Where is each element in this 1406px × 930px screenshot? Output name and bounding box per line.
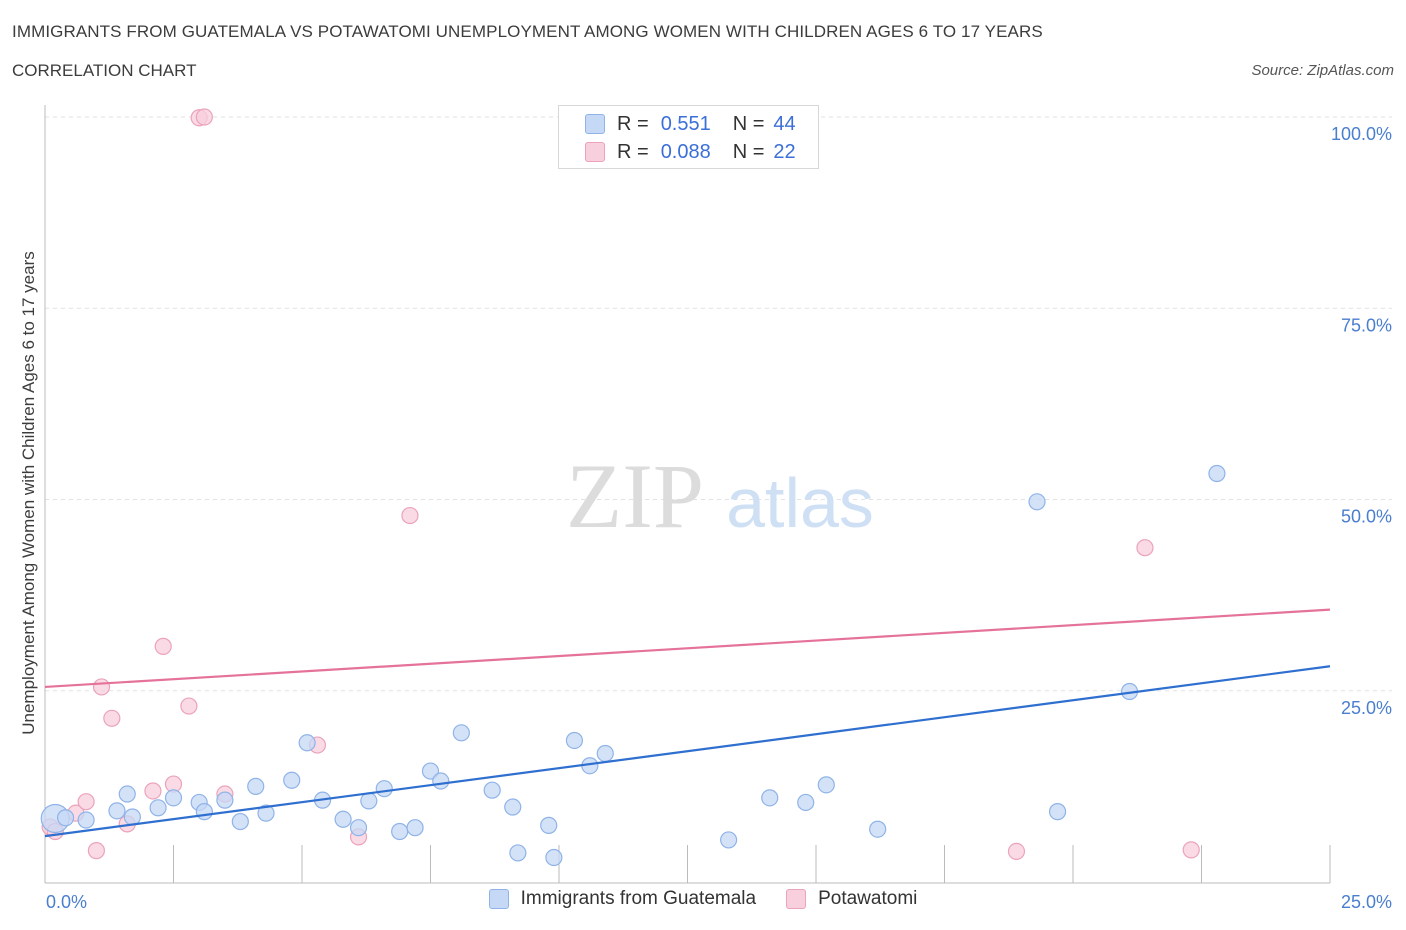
data-point-guatemala — [118, 785, 136, 803]
data-point-guatemala — [231, 812, 249, 831]
data-point-guatemala — [432, 772, 450, 790]
axes — [44, 105, 1331, 884]
data-point-potawatomi — [154, 637, 172, 655]
data-point-guatemala — [149, 799, 167, 817]
data-point-potawatomi — [92, 678, 111, 696]
legend-item-guatemala: Immigrants from Guatemala — [488, 888, 757, 910]
data-point-guatemala — [565, 731, 584, 750]
watermark-atlas: atlas — [726, 464, 874, 542]
legend-swatch-potawatomi — [786, 889, 807, 909]
chart-subtitle: CORRELATION CHART — [12, 61, 197, 80]
data-point-guatemala — [1208, 464, 1226, 483]
legend-r-label: R = — [617, 112, 649, 135]
data-point-potawatomi — [1136, 539, 1154, 557]
data-point-potawatomi — [1182, 841, 1200, 859]
legend-r-label: R = — [617, 140, 649, 163]
tick-labels: 25.0% 50.0% 75.0% 100.0% 0.0% 25.0% — [46, 124, 1392, 912]
legend-swatch-guatemala — [585, 114, 605, 134]
data-point-guatemala — [421, 762, 440, 780]
legend-swatch-potawatomi — [585, 142, 605, 162]
data-point-guatemala — [349, 819, 368, 837]
data-point-guatemala — [257, 804, 275, 822]
data-point-guatemala — [391, 822, 409, 841]
data-point-guatemala — [164, 789, 183, 807]
data-point-potawatomi — [180, 697, 198, 715]
legend-item-potawatomi: Potawatomi — [786, 888, 917, 910]
data-point-potawatomi — [144, 782, 162, 800]
legend-row-potawatomi: R = 0.088 N = 22 — [585, 140, 796, 164]
data-point-guatemala — [452, 724, 470, 742]
data-point-guatemala — [869, 820, 887, 838]
data-point-guatemala — [375, 780, 393, 798]
data-point-guatemala — [77, 811, 95, 829]
y-tick-label: 100.0% — [1331, 124, 1392, 144]
data-point-guatemala — [123, 808, 141, 826]
data-point-guatemala — [283, 771, 301, 789]
legend-n-value: 22 — [773, 140, 796, 163]
data-point-potawatomi — [77, 793, 95, 811]
trend-line-guatemala — [44, 665, 1331, 838]
data-point-guatemala — [56, 809, 75, 827]
data-point-guatemala — [509, 844, 527, 862]
x-tick-label: 0.0% — [46, 892, 87, 912]
legend-n-label: N = — [732, 112, 765, 135]
data-point-potawatomi — [401, 506, 419, 525]
data-point-guatemala — [483, 781, 501, 799]
data-point-guatemala — [545, 848, 563, 867]
x-tick-label: 25.0% — [1341, 892, 1392, 912]
data-point-guatemala — [817, 776, 835, 794]
legend-row-guatemala: R = 0.551 N = 44 — [585, 112, 796, 136]
legend-label-potawatomi: Potawatomi — [818, 888, 918, 909]
data-point-guatemala — [360, 792, 378, 810]
data-point-guatemala — [720, 831, 738, 849]
legend-label-guatemala: Immigrants from Guatemala — [520, 888, 757, 909]
data-point-guatemala — [1048, 803, 1067, 821]
y-tick-label: 75.0% — [1341, 315, 1392, 335]
y-tick-label: 25.0% — [1341, 698, 1392, 718]
trend-line-potawatomi — [44, 608, 1331, 689]
legend-n-value: 44 — [773, 112, 796, 135]
data-point-guatemala — [108, 802, 126, 820]
legend-r-value: 0.551 — [660, 112, 711, 135]
y-axis-title: Unemployment Among Women with Children A… — [19, 251, 38, 735]
data-point-guatemala — [540, 816, 558, 834]
data-point-guatemala — [1028, 493, 1046, 511]
data-point-guatemala — [216, 791, 234, 809]
data-point-guatemala — [797, 793, 815, 812]
data-point-guatemala — [761, 789, 779, 807]
source-label: Source: ZipAtlas.com — [1251, 62, 1394, 79]
data-points — [40, 108, 1226, 867]
data-point-potawatomi — [103, 709, 121, 727]
watermark-zip: ZIP — [566, 445, 704, 547]
chart-title: IMMIGRANTS FROM GUATEMALA VS POTAWATOMI … — [12, 22, 1043, 41]
data-point-guatemala — [247, 777, 265, 795]
series-legend: Immigrants from Guatemala Potawatomi — [0, 888, 1406, 910]
data-point-potawatomi — [1007, 842, 1026, 861]
data-point-guatemala — [195, 803, 213, 821]
trend-lines — [44, 608, 1331, 838]
data-point-guatemala — [504, 798, 522, 816]
legend-r-value: 0.088 — [660, 140, 711, 163]
data-point-potawatomi — [87, 842, 106, 860]
y-tick-label: 50.0% — [1341, 507, 1392, 527]
legend-swatch-guatemala — [488, 889, 509, 909]
data-point-guatemala — [334, 810, 352, 828]
legend-n-label: N = — [732, 140, 765, 163]
stats-legend: R = 0.551 N = 44 R = 0.088 N = 22 — [558, 105, 819, 169]
gridlines — [45, 116, 1392, 692]
data-point-potawatomi — [195, 108, 213, 126]
data-point-guatemala — [406, 819, 424, 837]
data-point-guatemala — [596, 744, 614, 763]
data-point-guatemala — [298, 734, 316, 752]
